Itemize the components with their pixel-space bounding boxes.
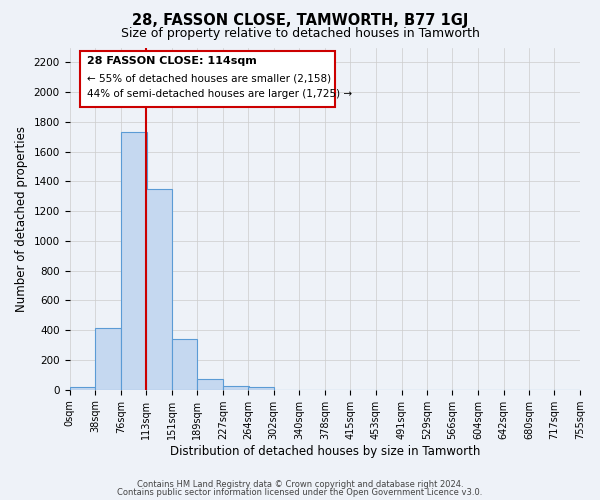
Bar [248,388,274,390]
Bar [197,378,223,390]
Text: Contains public sector information licensed under the Open Government Licence v3: Contains public sector information licen… [118,488,482,497]
Bar [146,189,172,390]
Bar [70,388,95,390]
Bar [172,339,197,390]
FancyBboxPatch shape [80,51,335,108]
Y-axis label: Number of detached properties: Number of detached properties [15,126,28,312]
Text: Contains HM Land Registry data © Crown copyright and database right 2024.: Contains HM Land Registry data © Crown c… [137,480,463,489]
Text: Size of property relative to detached houses in Tamworth: Size of property relative to detached ho… [121,28,479,40]
Text: ← 55% of detached houses are smaller (2,158): ← 55% of detached houses are smaller (2,… [88,73,332,83]
Text: 44% of semi-detached houses are larger (1,725) →: 44% of semi-detached houses are larger (… [88,88,353,99]
Bar [95,328,121,390]
Bar [121,132,146,390]
Bar [223,386,249,390]
Text: 28, FASSON CLOSE, TAMWORTH, B77 1GJ: 28, FASSON CLOSE, TAMWORTH, B77 1GJ [132,12,468,28]
X-axis label: Distribution of detached houses by size in Tamworth: Distribution of detached houses by size … [170,444,480,458]
Text: 28 FASSON CLOSE: 114sqm: 28 FASSON CLOSE: 114sqm [88,56,257,66]
